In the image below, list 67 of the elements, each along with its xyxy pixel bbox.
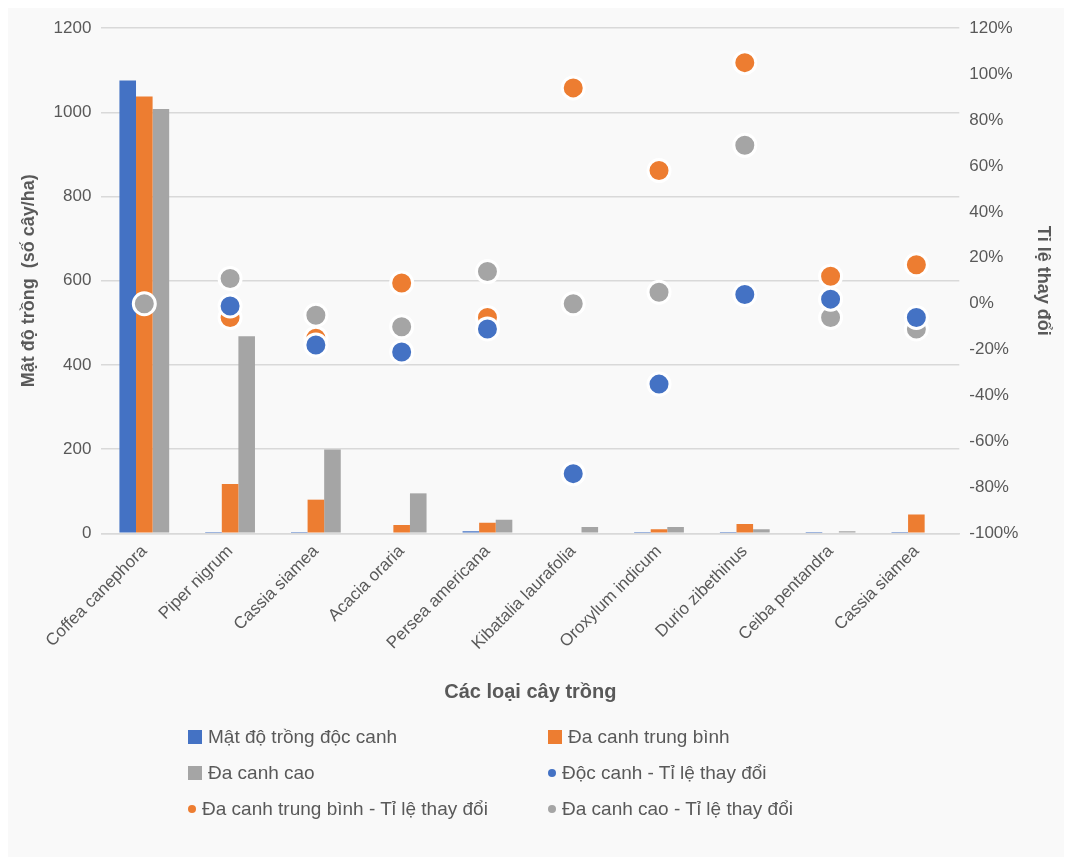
- point: [389, 270, 415, 296]
- bar: [908, 514, 925, 533]
- y-tick-label: 600: [63, 270, 92, 290]
- point: [560, 75, 586, 101]
- bar: [479, 522, 496, 533]
- x-axis-title: Các loại cây trồng: [444, 679, 617, 702]
- legend-label: Độc canh - Tỉ lệ thay đổi: [562, 762, 767, 784]
- y-tick-label: 200: [63, 438, 92, 458]
- bar: [495, 519, 513, 533]
- y2-tick-label: 80%: [969, 109, 1004, 129]
- point: [389, 339, 415, 365]
- bar: [136, 96, 153, 533]
- point: [474, 316, 500, 342]
- y2-tick-label: -40%: [969, 385, 1009, 405]
- y2-tick-label: 60%: [969, 155, 1004, 175]
- y2-tick-label: 40%: [969, 201, 1004, 221]
- y-tick-label: 1000: [53, 102, 92, 122]
- y-axis-title: Mật độ trồng (số cây/ha): [17, 174, 38, 388]
- point: [732, 282, 758, 308]
- point: [217, 265, 243, 291]
- y2-tick-label: -80%: [969, 477, 1009, 497]
- y2-tick-label: 0%: [969, 293, 994, 313]
- point: [732, 132, 758, 158]
- y2-tick-label: 100%: [969, 63, 1013, 83]
- point: [818, 263, 844, 289]
- bar: [221, 484, 239, 533]
- legend-label: Đa canh trung bình: [568, 726, 730, 748]
- bar: [324, 449, 341, 533]
- bar: [650, 529, 668, 533]
- y2-tick-label: 20%: [969, 247, 1004, 267]
- bar: [667, 527, 684, 533]
- point: [303, 332, 329, 358]
- y2-tick-label: -20%: [969, 339, 1009, 359]
- bar: [753, 529, 770, 533]
- y-tick-label: 800: [63, 186, 92, 206]
- point: [303, 302, 329, 328]
- point: [560, 291, 586, 317]
- legend-label: Đa canh cao - Tỉ lệ thay đổi: [562, 798, 793, 820]
- legend-label: Mật độ trồng độc canh: [208, 726, 398, 748]
- bar: [307, 499, 325, 533]
- point: [903, 252, 929, 278]
- bar: [119, 80, 137, 533]
- bar: [736, 524, 754, 533]
- y-tick-label: 1200: [53, 17, 92, 37]
- y2-axis-title: Tỉ lệ thay đổi: [1034, 225, 1055, 336]
- point: [818, 286, 844, 312]
- point: [732, 50, 758, 76]
- y-tick-label: 0: [81, 523, 92, 543]
- point: [560, 461, 586, 487]
- y2-tick-label: -60%: [969, 431, 1009, 451]
- point: [646, 158, 672, 184]
- point: [131, 291, 157, 317]
- y2-tick-label: -100%: [969, 523, 1019, 543]
- bar: [581, 527, 599, 533]
- point: [646, 371, 672, 397]
- legend-label: Đa canh trung bình - Tỉ lệ thay đổi: [202, 798, 488, 820]
- bar: [409, 493, 427, 533]
- point: [389, 314, 415, 340]
- y-tick-label: 400: [63, 354, 92, 374]
- point: [217, 293, 243, 319]
- bar: [238, 336, 255, 533]
- legend-label: Đa canh cao: [208, 762, 315, 784]
- point: [646, 279, 672, 305]
- bar: [393, 524, 410, 533]
- y2-tick-label: 120%: [969, 17, 1013, 37]
- point: [903, 305, 929, 331]
- point: [474, 259, 500, 285]
